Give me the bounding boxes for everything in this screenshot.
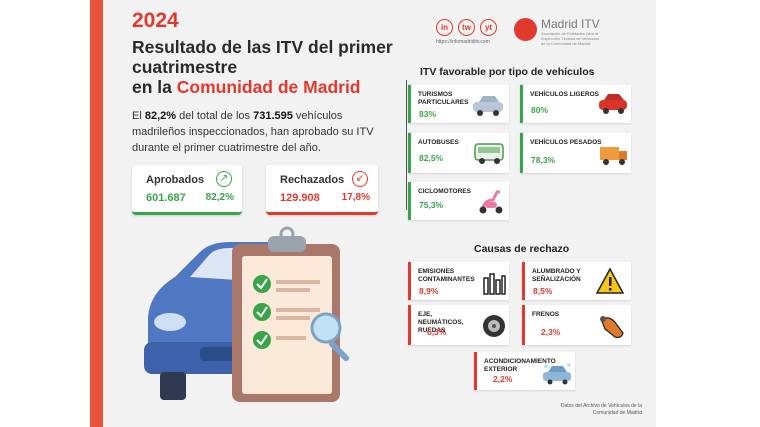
intro-paragraph: El 82,2% del total de los 731.595 vehícu… (132, 108, 377, 156)
accent-bar (90, 0, 103, 427)
arrow-up-right-icon: ↗ (216, 171, 232, 187)
title-line-3: en la Comunidad de Madrid (132, 77, 402, 97)
favorable-card-ciclomotores: CICLOMOTORES 75,3% (408, 182, 509, 220)
intro-prefix: El (132, 110, 145, 122)
car-wash-icon (543, 363, 571, 385)
card-name: ALUMBRADO Y SEÑALIZACIÓN (532, 268, 581, 283)
rejected-card: Rechazados ↙ 129.908 17,8% (266, 165, 378, 215)
intro-count: 731.595 (253, 110, 293, 122)
madrid-itv-logo (514, 18, 537, 41)
card-pct: 8,9% (419, 286, 439, 296)
approved-label: Aprobados (146, 174, 205, 186)
arrow-down-left-icon: ↙ (352, 171, 368, 187)
card-name: TURISMOS PARTICULARES (418, 91, 469, 106)
rejection-card-alumbrado: ALUMBRADO Y SEÑALIZACIÓN 8,5% (522, 262, 631, 300)
logo-text: Madrid ITV (541, 17, 600, 31)
card-name: AUTOBUSES (418, 139, 459, 146)
favorable-card-ligeros: VEHÍCULOS LIGEROS 80% (520, 85, 631, 123)
card-pct: 82,5% (419, 153, 444, 163)
card-pct: 6,3% (427, 327, 447, 337)
card-name: EJE, NEUMÁTICOS, RUEDAS (418, 311, 464, 334)
year-heading: 2024 (132, 9, 179, 32)
twitter-icon[interactable]: tw (458, 19, 475, 36)
card-pct: 2,2% (493, 374, 513, 384)
favorable-heading: ITV favorable por tipo de vehículos (420, 66, 595, 78)
title-line-1: Resultado de las ITV del primer (132, 37, 393, 57)
card-name: VEHÍCULOS PESADOS (530, 139, 602, 146)
card-name: FRENOS (532, 311, 560, 318)
logo-subtitle: Asociación de Entidades para la Inspecci… (541, 31, 600, 46)
tire-icon (483, 315, 505, 337)
exhaust-icon (483, 273, 506, 295)
intro-middle: del total de los (176, 110, 254, 122)
rejection-heading: Causas de rechazo (474, 243, 570, 255)
card-name: CICLOMOTORES (418, 188, 471, 195)
rejection-card-frenos: FRENOS 2,3% (522, 305, 631, 345)
car-checklist-illustration (144, 226, 350, 402)
page-title: Resultado de las ITV del primer cuatrime… (132, 37, 402, 97)
card-pct: 80% (531, 105, 549, 115)
red-car-icon (599, 94, 627, 114)
divider (406, 80, 407, 210)
title-highlight: Comunidad de Madrid (176, 77, 361, 97)
rejected-label: Rechazados (280, 174, 345, 186)
bus-icon (474, 143, 504, 164)
rejection-card-emisiones: EMISIONES CONTAMINANTES 8,9% (408, 262, 509, 300)
approved-value: 601.687 (146, 192, 186, 204)
title-line-2: cuatrimestre (132, 57, 238, 77)
brake-pedal-icon (600, 316, 624, 339)
rejection-card-eje: EJE, NEUMÁTICOS, RUEDAS 6,3% (408, 305, 509, 345)
favorable-card-pesados: VEHÍCULOS PESADOS 78,3% (520, 133, 631, 173)
approved-card: Aprobados ↗ 601.687 82,2% (132, 165, 242, 215)
card-name: VEHÍCULOS LIGEROS (530, 91, 599, 98)
rejected-value: 129.908 (280, 192, 320, 204)
rejected-pct: 17,8% (341, 192, 370, 203)
intro-pct: 82,2% (144, 110, 177, 122)
scooter-icon (479, 190, 503, 214)
card-pct: 78,3% (531, 155, 556, 165)
youtube-icon[interactable]: yt (480, 19, 497, 36)
truck-icon (600, 147, 627, 165)
card-name: EMISIONES CONTAMINANTES (418, 268, 475, 283)
favorable-card-turismos: TURISMOS PARTICULARES 83% (408, 85, 509, 123)
card-pct: 8,5% (533, 286, 553, 296)
car-icon (473, 96, 503, 116)
card-name: ACONDICIONAMIENTO EXTERIOR (484, 358, 556, 373)
rejection-card-acondicionamiento: ACONDICIONAMIENTO EXTERIOR 2,2% (474, 352, 575, 390)
card-pct: 75,3% (419, 200, 444, 210)
favorable-card-autobuses: AUTOBUSES 82,5% (408, 133, 509, 173)
approved-pct: 82,2% (205, 192, 234, 203)
warning-icon (595, 267, 625, 294)
card-pct: 2,3% (541, 327, 561, 337)
footnote: Datos del Archivo de Vehículos de la Com… (560, 403, 642, 416)
website-url[interactable]: https://infomadriditv.com (436, 39, 490, 45)
intro-suffix: vehículos madrileños inspeccionados, han… (132, 110, 374, 154)
linkedin-icon[interactable]: in (436, 19, 453, 36)
card-pct: 83% (419, 109, 437, 119)
title-prefix: en la (132, 77, 177, 97)
